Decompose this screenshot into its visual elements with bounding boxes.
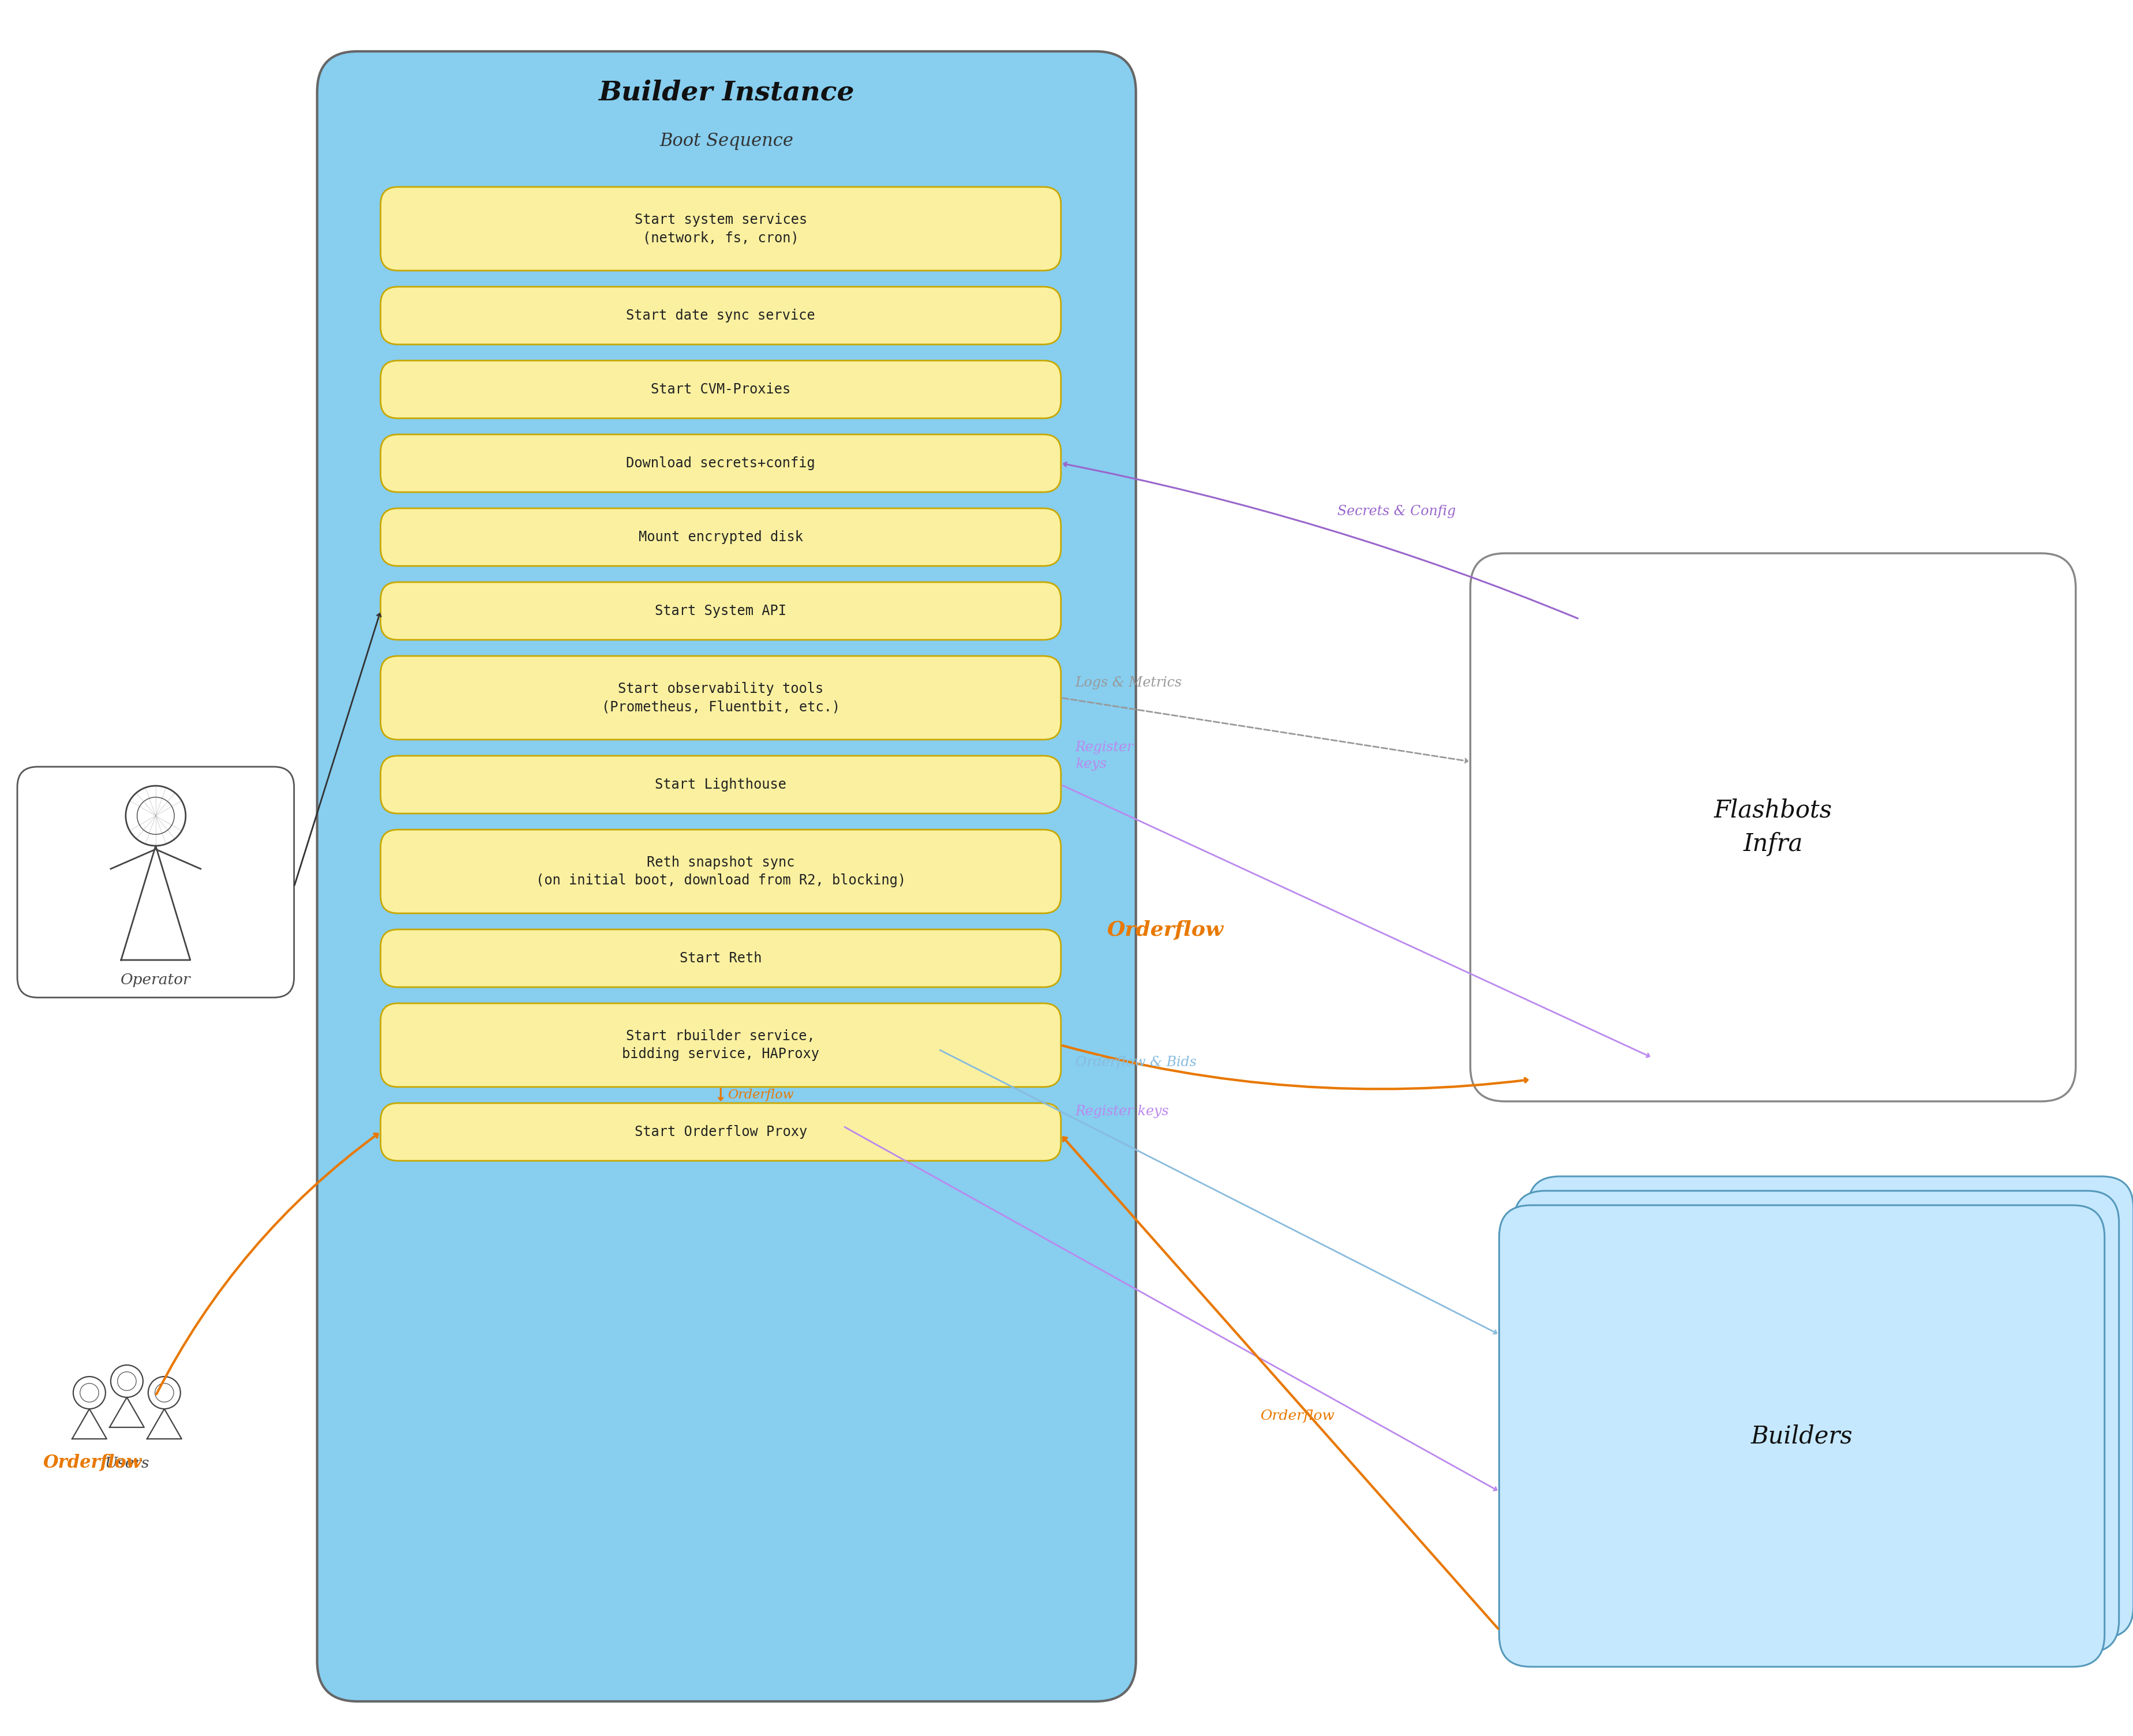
Text: Start rbuilder service,
bidding service, HAProxy: Start rbuilder service, bidding service,…	[623, 1029, 819, 1061]
Text: Start System API: Start System API	[655, 604, 787, 618]
FancyBboxPatch shape	[380, 434, 1060, 491]
Text: Builders: Builders	[1751, 1424, 1854, 1448]
FancyBboxPatch shape	[380, 1003, 1060, 1087]
FancyBboxPatch shape	[17, 767, 294, 998]
Text: Builder Instance: Builder Instance	[599, 80, 855, 106]
FancyBboxPatch shape	[1514, 1191, 2118, 1653]
FancyBboxPatch shape	[380, 656, 1060, 740]
Text: Orderflow: Orderflow	[727, 1088, 793, 1101]
Text: Start CVM-Proxies: Start CVM-Proxies	[651, 382, 791, 396]
Text: Orderflow: Orderflow	[1107, 920, 1224, 939]
Text: Secrets & Config: Secrets & Config	[1337, 505, 1457, 517]
FancyBboxPatch shape	[1499, 1205, 2105, 1667]
Text: Reth snapshot sync
(on initial boot, download from R2, blocking): Reth snapshot sync (on initial boot, dow…	[535, 856, 907, 887]
Text: Start system services
(network, fs, cron): Start system services (network, fs, cron…	[634, 214, 806, 245]
Text: Logs & Metrics: Logs & Metrics	[1075, 675, 1182, 689]
Text: Mount encrypted disk: Mount encrypted disk	[638, 529, 802, 543]
Text: Register
keys: Register keys	[1075, 741, 1135, 771]
Text: Flashbots
Infra: Flashbots Infra	[1715, 799, 1832, 856]
FancyBboxPatch shape	[380, 582, 1060, 641]
Text: Orderflow: Orderflow	[1261, 1410, 1335, 1424]
FancyBboxPatch shape	[380, 755, 1060, 814]
Text: Start Reth: Start Reth	[680, 951, 761, 965]
FancyBboxPatch shape	[1470, 554, 2075, 1101]
Text: Users: Users	[105, 1457, 149, 1470]
Text: Orderflow: Orderflow	[43, 1453, 141, 1470]
FancyBboxPatch shape	[380, 187, 1060, 271]
FancyBboxPatch shape	[318, 52, 1137, 1701]
Text: Start Lighthouse: Start Lighthouse	[655, 778, 787, 792]
FancyBboxPatch shape	[380, 286, 1060, 344]
Text: Download secrets+config: Download secrets+config	[627, 457, 815, 470]
Text: Operator: Operator	[122, 972, 190, 988]
Text: Orderflow & Bids: Orderflow & Bids	[1075, 1055, 1197, 1069]
FancyBboxPatch shape	[380, 1102, 1060, 1161]
Text: Start Orderflow Proxy: Start Orderflow Proxy	[634, 1125, 806, 1139]
Text: Boot Sequence: Boot Sequence	[659, 132, 793, 149]
Text: Register keys: Register keys	[1075, 1104, 1169, 1118]
Text: Start date sync service: Start date sync service	[627, 309, 815, 323]
FancyBboxPatch shape	[1527, 1177, 2133, 1639]
FancyBboxPatch shape	[380, 361, 1060, 418]
FancyBboxPatch shape	[380, 509, 1060, 566]
Text: Start observability tools
(Prometheus, Fluentbit, etc.): Start observability tools (Prometheus, F…	[602, 682, 840, 713]
FancyBboxPatch shape	[380, 830, 1060, 913]
FancyBboxPatch shape	[380, 929, 1060, 988]
